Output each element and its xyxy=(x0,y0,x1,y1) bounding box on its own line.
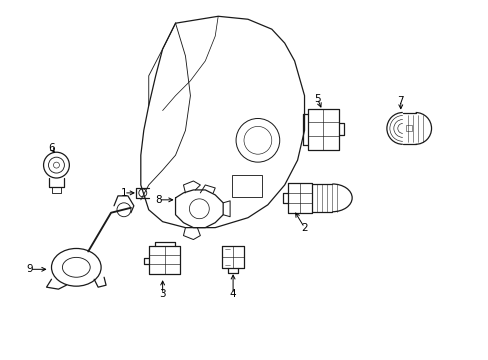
Bar xyxy=(405,125,411,131)
Text: 4: 4 xyxy=(229,289,236,299)
Text: 7: 7 xyxy=(397,96,403,105)
Bar xyxy=(232,175,262,197)
Text: 3: 3 xyxy=(159,289,165,299)
Text: 9: 9 xyxy=(26,264,33,274)
Text: 2: 2 xyxy=(301,222,307,233)
Text: 6: 6 xyxy=(48,143,55,153)
Text: 5: 5 xyxy=(313,94,320,104)
Text: 1: 1 xyxy=(121,188,127,198)
Text: 8: 8 xyxy=(155,195,162,205)
